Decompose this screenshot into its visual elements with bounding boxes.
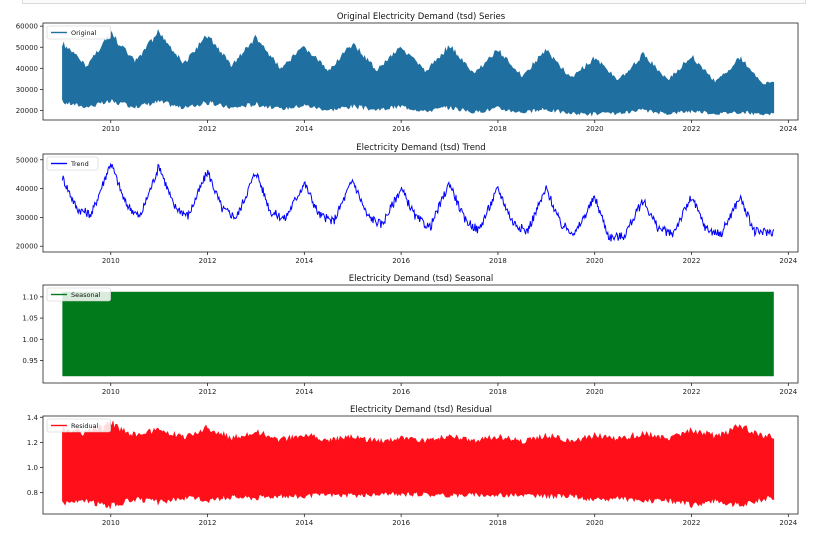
legend-label: Trend [70,160,89,168]
legend-label: Residual [71,422,99,430]
legend-residual: Residual [46,418,111,433]
y-tick-label: 30000 [16,86,38,94]
plot-frame-residual [42,415,799,515]
x-tick-label: 2018 [489,257,507,265]
plot-frame-trend [42,153,799,253]
legend-box [46,418,111,433]
plot-area-original [62,29,775,117]
y-tick-label: 20000 [16,243,38,251]
x-tick-label: 2012 [199,519,217,527]
y-tick-label: 50000 [16,156,38,164]
y-tick-label: 30000 [16,214,38,222]
panel-residual: 2010 2012 2014 2016 2018 2020 2022 2024 0.8 1.0 1.… [27,414,799,527]
y-tick-label: 0.8 [27,489,38,497]
panel-trend: 2010 2012 2014 2016 2018 2020 2022 2024 20000 300… [16,153,799,265]
x-tick-label: 2010 [102,257,120,265]
x-tick-label: 2024 [779,519,797,527]
x-tick-label: 2010 [102,519,120,527]
y-tick-label: 60000 [16,23,38,31]
series-band-original [62,29,775,117]
legend-label: Original [71,29,97,37]
x-tick-label: 2022 [683,125,701,133]
x-tick-label: 2022 [683,519,701,527]
y-tick-label: 1.00 [22,336,38,344]
x-tick-label: 2018 [489,125,507,133]
plot-area-residual [62,420,775,509]
x-tick-label: 2020 [586,257,604,265]
legend-box [46,287,111,302]
x-tick-label: 2018 [489,388,507,396]
y-tick-label: 1.2 [27,439,38,447]
chart-title-residual: Electricity Demand (tsd) Residual [350,405,492,415]
x-tick-label: 2024 [779,125,797,133]
legend-label: Seasonal [71,291,101,299]
y-tick-label: 0.95 [22,357,38,365]
plot-frame-original [42,22,799,121]
chart-title-seasonal: Electricity Demand (tsd) Seasonal [349,274,494,284]
x-tick-label: 2018 [489,519,507,527]
x-tick-label: 2024 [779,388,797,396]
x-tick-label: 2016 [392,125,410,133]
legend-original: Original [46,25,111,40]
x-tick-label: 2014 [295,125,313,133]
x-tick-label: 2010 [102,125,120,133]
plot-area-trend [61,162,775,242]
plot-frame-seasonal [42,284,799,384]
x-tick-label: 2012 [199,125,217,133]
x-tick-label: 2016 [392,519,410,527]
seasonal-band [62,291,774,377]
x-tick-label: 2016 [392,388,410,396]
panel-original: 2010 2012 2014 2016 2018 2020 2022 2024 20000 300… [16,22,799,133]
x-tick-label: 2022 [683,257,701,265]
x-tick-label: 2014 [295,519,313,527]
y-tick-label: 50000 [16,44,38,52]
series-band-residual [62,420,775,509]
top-frame-edge [22,0,806,4]
y-tick-label: 40000 [16,65,38,73]
chart-title-trend: Electricity Demand (tsd) Trend [356,143,485,153]
y-tick-label: 1.10 [22,293,38,301]
legend-box [46,156,99,171]
series-line-trend [61,162,775,242]
y-tick-label: 1.4 [27,414,39,422]
y-tick-label: 20000 [16,107,38,115]
x-tick-label: 2020 [586,519,604,527]
x-tick-label: 2010 [102,388,120,396]
y-tick-label: 1.0 [27,464,38,472]
plot-area-seasonal [62,291,774,377]
y-tick-label: 40000 [16,185,38,193]
y-tick-label: 1.05 [22,315,38,323]
x-tick-label: 2016 [392,257,410,265]
x-tick-label: 2020 [586,388,604,396]
x-tick-label: 2012 [199,388,217,396]
legend-box [46,25,111,40]
x-tick-label: 2012 [199,257,217,265]
chart-title-original: Original Electricity Demand (tsd) Series [337,12,506,22]
x-tick-label: 2014 [295,388,313,396]
legend-trend: Trend [46,156,99,171]
x-tick-label: 2024 [779,257,797,265]
x-tick-label: 2022 [683,388,701,396]
x-tick-label: 2020 [586,125,604,133]
x-tick-label: 2014 [295,257,313,265]
panel-seasonal: 2010 2012 2014 2016 2018 2020 2022 2024 0.95 1.00… [22,284,799,396]
legend-seasonal: Seasonal [46,287,111,302]
